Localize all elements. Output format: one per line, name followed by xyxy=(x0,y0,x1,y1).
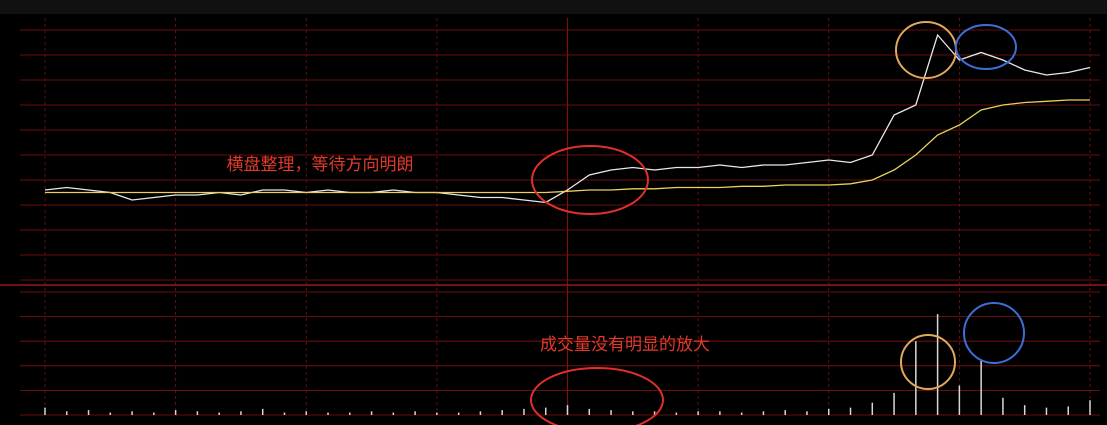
annotation: 成交量没有明显的放大 xyxy=(540,335,710,355)
price-line xyxy=(45,99,1090,194)
annotation: 横盘整理，等待方向明朗 xyxy=(227,155,414,175)
circle xyxy=(530,367,664,425)
toolbar xyxy=(0,0,1107,14)
circle xyxy=(955,24,1017,70)
circle xyxy=(900,334,956,390)
circle xyxy=(531,145,649,215)
circle xyxy=(963,302,1025,364)
